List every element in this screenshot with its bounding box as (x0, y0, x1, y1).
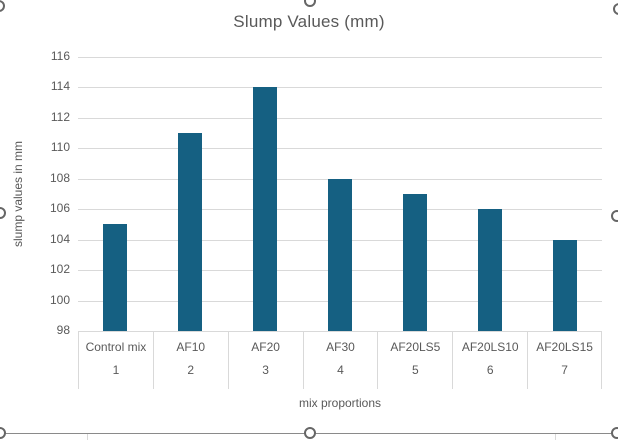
handle-bottom-center[interactable] (304, 427, 316, 439)
y-tick-label: 98 (56, 323, 70, 337)
bar-Control mix[interactable] (103, 224, 128, 331)
category-number-label: 5 (412, 363, 419, 377)
bar-AF20LS5[interactable] (402, 194, 427, 331)
bar-AF20LS10[interactable] (477, 209, 502, 331)
handle-bottom-left[interactable] (0, 427, 6, 439)
plot-area[interactable] (78, 57, 602, 332)
y-tick-label: 102 (49, 262, 70, 277)
handle-middle-left[interactable] (0, 207, 6, 219)
category-label: AF20LS10 (461, 340, 519, 354)
y-tick-label: 116 (50, 49, 70, 63)
bar-AF20[interactable] (253, 87, 278, 331)
category-number-label: 1 (112, 363, 120, 377)
chart-title[interactable]: Slump Values (mm) (233, 12, 385, 31)
category-cell: AF20LS5 5 (377, 331, 452, 389)
y-tick-label: 106 (49, 201, 70, 216)
handle-bottom-right[interactable] (611, 427, 618, 439)
y-tick-label: 100 (49, 292, 70, 307)
category-cell: AF20LS15 7 (527, 331, 602, 389)
y-tick-label: 108 (49, 170, 70, 185)
category-label: AF20LS15 (536, 340, 593, 354)
worksheet-gridline (87, 434, 88, 440)
category-cell: Control mix 1 (78, 331, 153, 389)
y-tick-label: 110 (50, 140, 70, 155)
handle-middle-right[interactable] (611, 210, 618, 222)
gridline (78, 148, 602, 150)
category-cell: AF20 3 (227, 331, 303, 389)
category-number-label: 6 (486, 363, 494, 377)
category-cell: AF30 4 (302, 331, 378, 389)
gridline (78, 87, 602, 89)
bar-AF10[interactable] (178, 133, 203, 331)
category-cell: AF20LS10 6 (452, 331, 527, 389)
category-label: AF10 (176, 340, 206, 354)
category-number-label: 4 (337, 363, 344, 377)
category-cell: AF10 2 (152, 331, 228, 389)
worksheet-gridline (555, 434, 556, 440)
y-tick-label: 104 (49, 231, 70, 246)
y-tick-label: 114 (50, 79, 70, 94)
gridline (78, 57, 602, 58)
category-label: Control mix (85, 340, 147, 354)
category-label: AF30 (326, 340, 355, 354)
x-axis-line (78, 331, 602, 332)
handle-top-center[interactable] (304, 0, 316, 7)
y-axis-title[interactable]: slump values in mm (11, 140, 25, 248)
category-number-label: 3 (262, 363, 269, 377)
category-number-label: 7 (561, 363, 568, 377)
handle-top-right[interactable] (613, 3, 618, 15)
x-axis-title[interactable]: mix proportions (298, 396, 382, 410)
handle-top-left[interactable] (0, 0, 5, 12)
category-label: AF20 (251, 340, 280, 354)
bar-AF30[interactable] (328, 178, 352, 331)
y-tick-label: 112 (50, 109, 70, 124)
bar-AF20LS15[interactable] (552, 239, 577, 331)
category-label: AF20LS5 (390, 340, 441, 354)
gridline (78, 117, 602, 119)
category-number-label: 2 (187, 363, 195, 377)
